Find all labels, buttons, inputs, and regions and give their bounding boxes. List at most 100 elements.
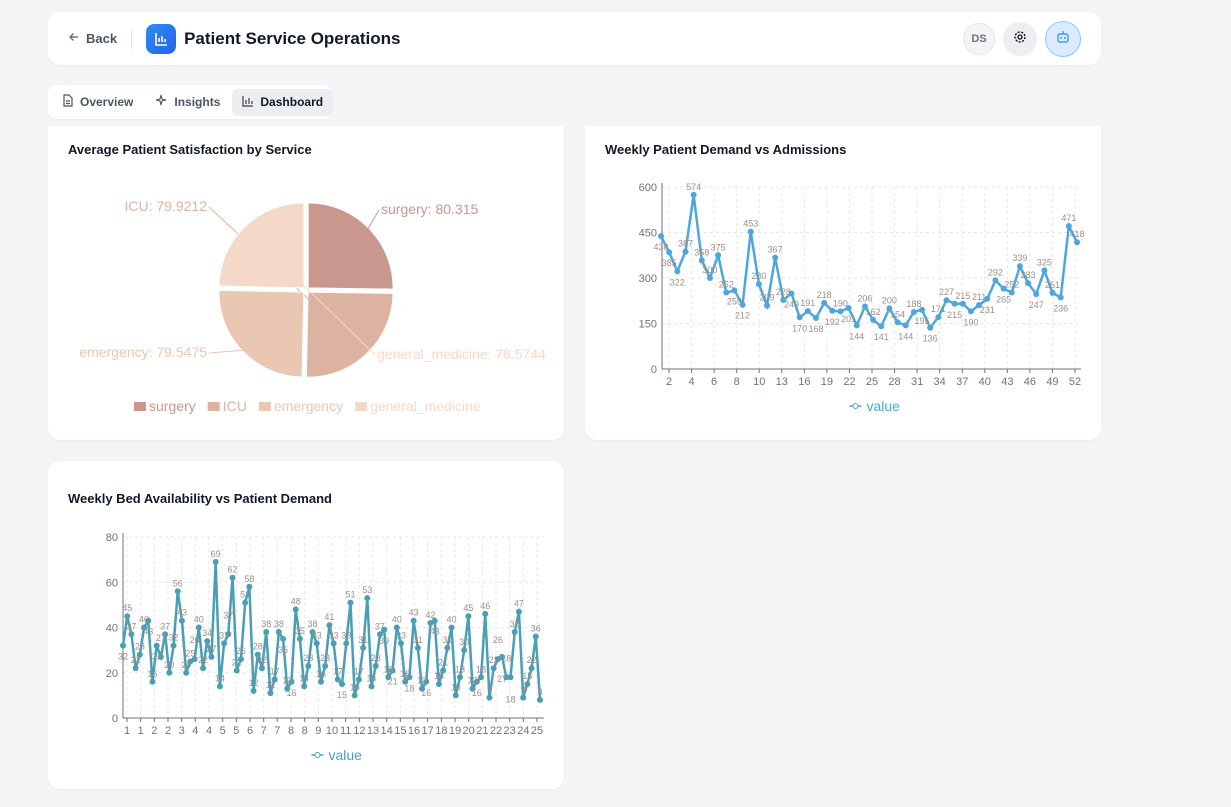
data-point — [992, 277, 999, 284]
data-point — [739, 301, 746, 308]
x-tick-label: 2 — [151, 725, 157, 737]
data-label: 45 — [122, 603, 132, 613]
data-point — [343, 640, 350, 647]
data-label: 18 — [383, 664, 393, 674]
tab-overview[interactable]: Overview — [52, 88, 143, 116]
data-point — [528, 665, 535, 672]
x-tick-label: 16 — [408, 725, 420, 737]
data-label: 39 — [379, 636, 389, 646]
data-point — [254, 651, 261, 658]
data-label: 10 — [350, 682, 360, 692]
data-point — [837, 308, 844, 315]
data-point — [845, 305, 852, 312]
data-point — [747, 228, 754, 235]
data-label: 387 — [678, 239, 693, 249]
data-label: 12 — [249, 678, 259, 688]
data-point — [296, 635, 303, 642]
data-label: 17 — [354, 667, 364, 677]
data-point — [221, 640, 228, 647]
data-point — [145, 617, 152, 624]
data-point — [162, 631, 169, 638]
data-label: 251 — [1045, 280, 1060, 290]
data-label: 247 — [1029, 300, 1044, 310]
pie-slice-ICU — [305, 291, 394, 378]
x-tick-label: 40 — [979, 376, 991, 388]
data-label: 170 — [792, 323, 807, 333]
data-label: 22 — [489, 655, 499, 665]
x-tick-label: 28 — [888, 376, 900, 388]
x-tick-label: 1 — [138, 725, 144, 737]
data-point — [271, 676, 278, 683]
back-button[interactable]: Back — [68, 31, 117, 46]
x-tick-label: 18 — [435, 725, 447, 737]
data-label: 38 — [261, 619, 271, 629]
data-point — [902, 322, 909, 329]
data-label: 228 — [776, 287, 791, 297]
avatar[interactable]: DS — [963, 22, 995, 55]
data-point — [1074, 239, 1080, 246]
data-label: 236 — [1053, 303, 1068, 313]
data-label: 31 — [358, 635, 368, 645]
x-tick-label: 4 — [192, 725, 198, 737]
data-point — [524, 681, 531, 688]
arrow-left-icon — [68, 31, 80, 46]
header-bar: Back Patient Service Operations DS — [48, 12, 1101, 65]
data-point — [1041, 267, 1048, 274]
data-point — [1008, 289, 1015, 296]
data-label: 38 — [510, 619, 520, 629]
slice-label: ICU: 79.9212 — [125, 198, 208, 214]
data-point — [204, 638, 211, 645]
tab-insights[interactable]: Insights — [145, 88, 230, 116]
data-label: 35 — [295, 626, 305, 636]
data-label: 37 — [375, 621, 385, 631]
data-label: 33 — [396, 630, 406, 640]
data-label: 212 — [735, 311, 750, 321]
assistant-button[interactable] — [1045, 20, 1081, 57]
y-tick-label: 60 — [106, 577, 118, 589]
data-label: 13 — [468, 676, 478, 686]
tab-dashboard[interactable]: Dashboard — [232, 88, 334, 116]
x-tick-label: 6 — [711, 376, 717, 388]
data-point — [821, 299, 828, 306]
data-point — [927, 324, 934, 331]
data-label: 192 — [825, 317, 840, 327]
data-point — [313, 640, 320, 647]
settings-button[interactable] — [1003, 21, 1037, 56]
data-point — [120, 642, 126, 649]
legend-swatch — [134, 402, 146, 411]
data-label: 56 — [173, 578, 183, 588]
series-line — [659, 194, 1079, 331]
data-point — [149, 678, 156, 685]
data-point — [195, 624, 202, 631]
data-label: 40 — [194, 615, 204, 625]
data-label: 9 — [521, 685, 526, 695]
data-label: 162 — [866, 307, 881, 317]
y-tick-label: 450 — [639, 228, 657, 240]
tab-label: Dashboard — [260, 95, 324, 109]
data-point — [465, 613, 472, 620]
data-point — [339, 681, 346, 688]
data-label: 69 — [211, 549, 221, 559]
x-tick-label: 13 — [776, 376, 788, 388]
legend-item-emergency: emergency — [274, 398, 343, 414]
data-label: 418 — [1069, 229, 1084, 239]
data-label: 201 — [841, 314, 856, 324]
data-point — [263, 629, 270, 636]
data-label: 14 — [299, 673, 309, 683]
data-label: 322 — [670, 277, 685, 287]
data-point — [853, 322, 860, 329]
data-point — [943, 297, 950, 304]
data-label: 13 — [417, 676, 427, 686]
data-label: 215 — [955, 291, 970, 301]
data-label: 42 — [425, 610, 435, 620]
data-point — [1049, 289, 1056, 296]
data-point — [444, 644, 451, 651]
data-point — [233, 667, 240, 674]
data-label: 40 — [139, 615, 149, 625]
data-label: 15 — [522, 671, 532, 681]
data-label: 30 — [459, 637, 469, 647]
x-tick-label: 7 — [261, 725, 267, 737]
data-label: 231 — [980, 305, 995, 315]
x-tick-label: 15 — [394, 725, 406, 737]
